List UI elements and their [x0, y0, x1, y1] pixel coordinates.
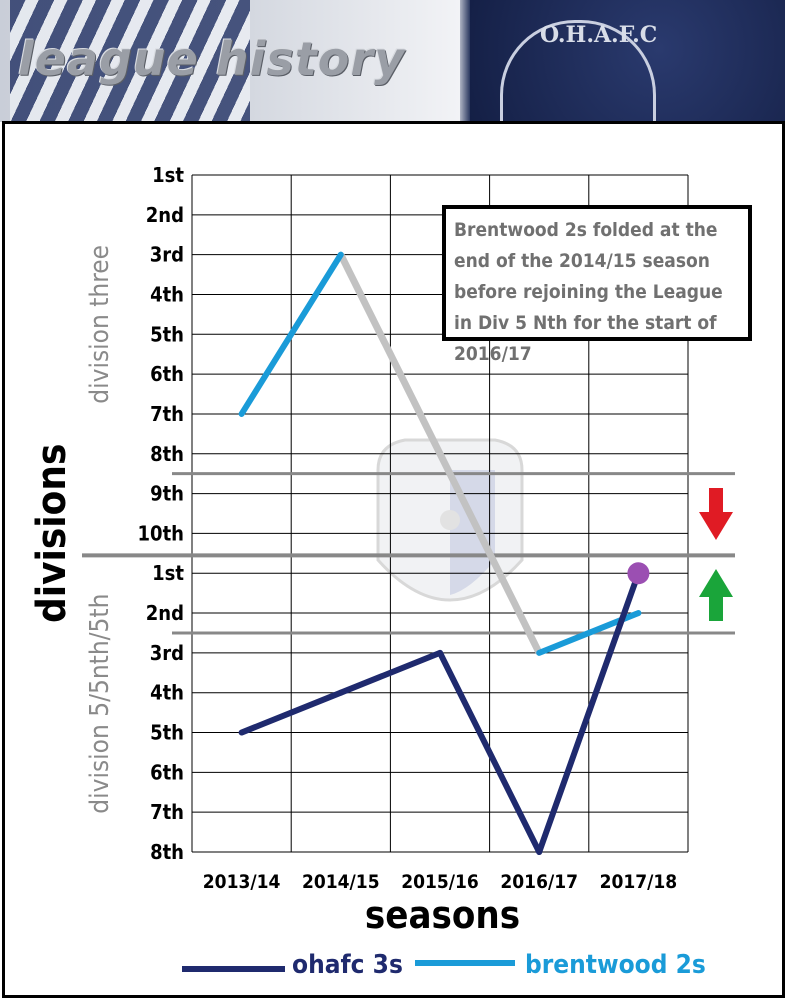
relegation-arrow-icon [699, 488, 733, 540]
y-tick-label: 7th [150, 402, 184, 426]
y-tick-label: 3rd [150, 641, 184, 665]
y-tick-label: 6th [150, 760, 184, 784]
division-label: division three [85, 245, 115, 404]
series-line-ohafc [437, 649, 543, 855]
y-tick-label: 1st [152, 561, 184, 585]
y-axis-label: divisions [29, 443, 75, 623]
y-tick-label: 2nd [146, 203, 184, 227]
y-tick-label: 2nd [146, 601, 184, 625]
x-axis-label: seasons [364, 893, 521, 937]
banner-stripes [10, 0, 250, 122]
division-label: division 5/5nth/5th [85, 594, 115, 814]
crest-text: O.H.A.F.C [540, 22, 658, 48]
annotation-note: Brentwood 2s folded at the end of the 20… [442, 205, 752, 365]
promotion-arrow-icon [699, 569, 733, 621]
legend-label-ohafc: ohafc 3s [292, 950, 403, 980]
y-tick-label: 5th [150, 322, 184, 346]
y-tick-label: 5th [150, 721, 184, 745]
series-line-ohafc [536, 570, 642, 855]
y-tick-label: 7th [150, 800, 184, 824]
x-tick-label: 2016/17 [500, 871, 578, 893]
champion-marker-icon [627, 562, 650, 585]
brentwood-gap-line [337, 253, 543, 655]
legend-label-brentwood: brentwood 2s [525, 950, 706, 980]
y-tick-label: 4th [150, 681, 184, 705]
x-tick-label: 2015/16 [401, 871, 479, 893]
y-tick-label: 6th [150, 362, 184, 386]
series-line-brentwood [238, 251, 344, 417]
banner-sleeve [250, 0, 460, 122]
y-tick-label: 8th [150, 442, 184, 466]
x-tick-label: 2014/15 [302, 871, 380, 893]
y-tick-label: 3rd [150, 243, 184, 267]
y-tick-label: 9th [150, 482, 184, 506]
y-tick-label: 1st [152, 163, 184, 187]
y-tick-label: 10th [138, 521, 184, 545]
series-line-ohafc [337, 649, 443, 696]
banner-title: league history [18, 32, 406, 86]
x-tick-label: 2013/14 [203, 871, 281, 893]
y-tick-label: 8th [150, 840, 184, 864]
x-tick-label: 2017/18 [600, 871, 678, 893]
y-tick-label: 4th [150, 282, 184, 306]
series-line-ohafc [238, 689, 344, 736]
header-banner: O.H.A.F.C league history [0, 0, 785, 122]
